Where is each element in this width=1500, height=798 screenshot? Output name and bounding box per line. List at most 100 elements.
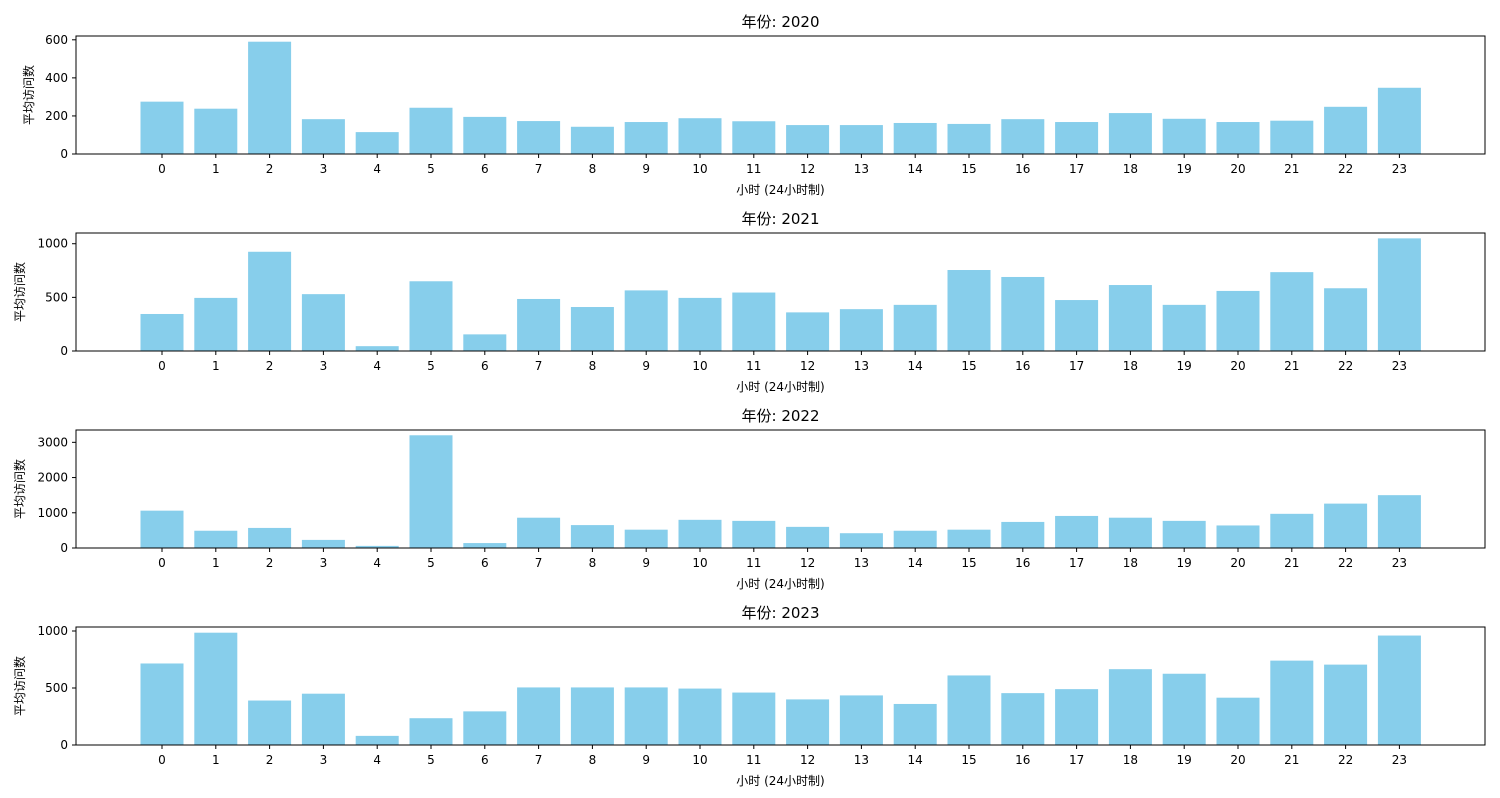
x-tick-label: 11 [746, 162, 761, 176]
x-tick-label: 20 [1230, 556, 1245, 570]
bar [893, 530, 937, 548]
x-tick-label: 4 [373, 753, 381, 767]
bar [301, 539, 345, 548]
bar [1162, 304, 1206, 351]
x-tick-label: 15 [961, 753, 976, 767]
bar [786, 312, 830, 351]
bar [678, 297, 722, 351]
bar [1001, 119, 1045, 154]
y-tick-label: 500 [45, 681, 68, 695]
x-tick-label: 6 [481, 162, 489, 176]
x-tick-label: 11 [746, 753, 761, 767]
x-axis-label: 小时 (24小时制) [736, 774, 824, 788]
x-tick-label: 10 [692, 753, 707, 767]
bar [1270, 120, 1314, 154]
x-tick-label: 9 [642, 359, 650, 373]
bar [140, 510, 184, 548]
x-tick-label: 20 [1230, 162, 1245, 176]
bar [248, 251, 292, 351]
axes-frame [75, 232, 1486, 352]
x-tick-label: 9 [642, 162, 650, 176]
x-tick-label: 14 [908, 753, 923, 767]
x-tick-label: 20 [1230, 753, 1245, 767]
x-tick-label: 12 [800, 753, 815, 767]
x-tick-label: 1 [212, 556, 220, 570]
bar [893, 703, 937, 745]
x-tick-label: 20 [1230, 359, 1245, 373]
x-tick-label: 19 [1177, 359, 1192, 373]
chart-title: 年份: 2021 [742, 210, 820, 228]
x-tick-label: 5 [427, 556, 435, 570]
x-tick-label: 9 [642, 556, 650, 570]
bar [1216, 122, 1260, 154]
x-tick-label: 13 [854, 556, 869, 570]
y-tick-label: 1000 [37, 624, 68, 638]
x-tick-label: 0 [158, 556, 166, 570]
x-tick-label: 8 [589, 359, 597, 373]
y-tick-label: 0 [60, 541, 68, 555]
bar [1377, 87, 1421, 154]
y-tick-label: 0 [60, 738, 68, 752]
bar [1001, 521, 1045, 548]
x-tick-label: 22 [1338, 753, 1353, 767]
bar [786, 125, 830, 154]
bar [517, 298, 561, 351]
bar [1108, 517, 1152, 548]
x-tick-label: 16 [1015, 753, 1030, 767]
bar [463, 711, 507, 745]
bar [570, 687, 614, 745]
x-tick-label: 10 [692, 162, 707, 176]
bar [678, 118, 722, 154]
x-tick-label: 9 [642, 753, 650, 767]
y-tick-label: 600 [45, 33, 68, 47]
bar [517, 121, 561, 154]
y-tick-label: 200 [45, 109, 68, 123]
bar [1162, 520, 1206, 548]
bar [1216, 697, 1260, 745]
axes-frame [75, 626, 1486, 746]
x-tick-label: 7 [535, 556, 543, 570]
bar [409, 281, 453, 351]
bar [301, 294, 345, 351]
bar [355, 132, 399, 154]
x-tick-label: 10 [692, 359, 707, 373]
x-axis-label: 小时 (24小时制) [736, 380, 824, 394]
bar [839, 125, 883, 154]
x-tick-label: 0 [158, 753, 166, 767]
x-tick-label: 3 [320, 162, 328, 176]
x-tick-label: 18 [1123, 753, 1138, 767]
y-tick-label: 0 [60, 147, 68, 161]
x-tick-label: 21 [1284, 162, 1299, 176]
x-tick-label: 8 [589, 556, 597, 570]
bar [893, 304, 937, 351]
bar [947, 270, 991, 351]
x-axis-label: 小时 (24小时制) [736, 577, 824, 591]
x-tick-label: 11 [746, 556, 761, 570]
x-tick-label: 4 [373, 556, 381, 570]
x-tick-label: 5 [427, 359, 435, 373]
x-tick-label: 13 [854, 359, 869, 373]
x-tick-label: 21 [1284, 359, 1299, 373]
x-tick-label: 23 [1392, 162, 1407, 176]
bar [355, 545, 399, 548]
x-tick-label: 17 [1069, 753, 1084, 767]
x-tick-label: 3 [320, 556, 328, 570]
bar [409, 718, 453, 745]
x-tick-label: 0 [158, 359, 166, 373]
x-tick-label: 7 [535, 359, 543, 373]
x-tick-label: 2 [266, 162, 274, 176]
x-tick-label: 5 [427, 162, 435, 176]
bar [947, 123, 991, 154]
bar [301, 693, 345, 745]
bar [248, 527, 292, 548]
bar [1216, 525, 1260, 548]
bar [786, 699, 830, 745]
bar [463, 543, 507, 548]
bar [140, 101, 184, 154]
x-tick-label: 3 [320, 359, 328, 373]
bar [1270, 272, 1314, 351]
bar [1108, 285, 1152, 351]
bar [463, 116, 507, 154]
chart-title: 年份: 2022 [742, 407, 820, 425]
bar [1270, 513, 1314, 548]
